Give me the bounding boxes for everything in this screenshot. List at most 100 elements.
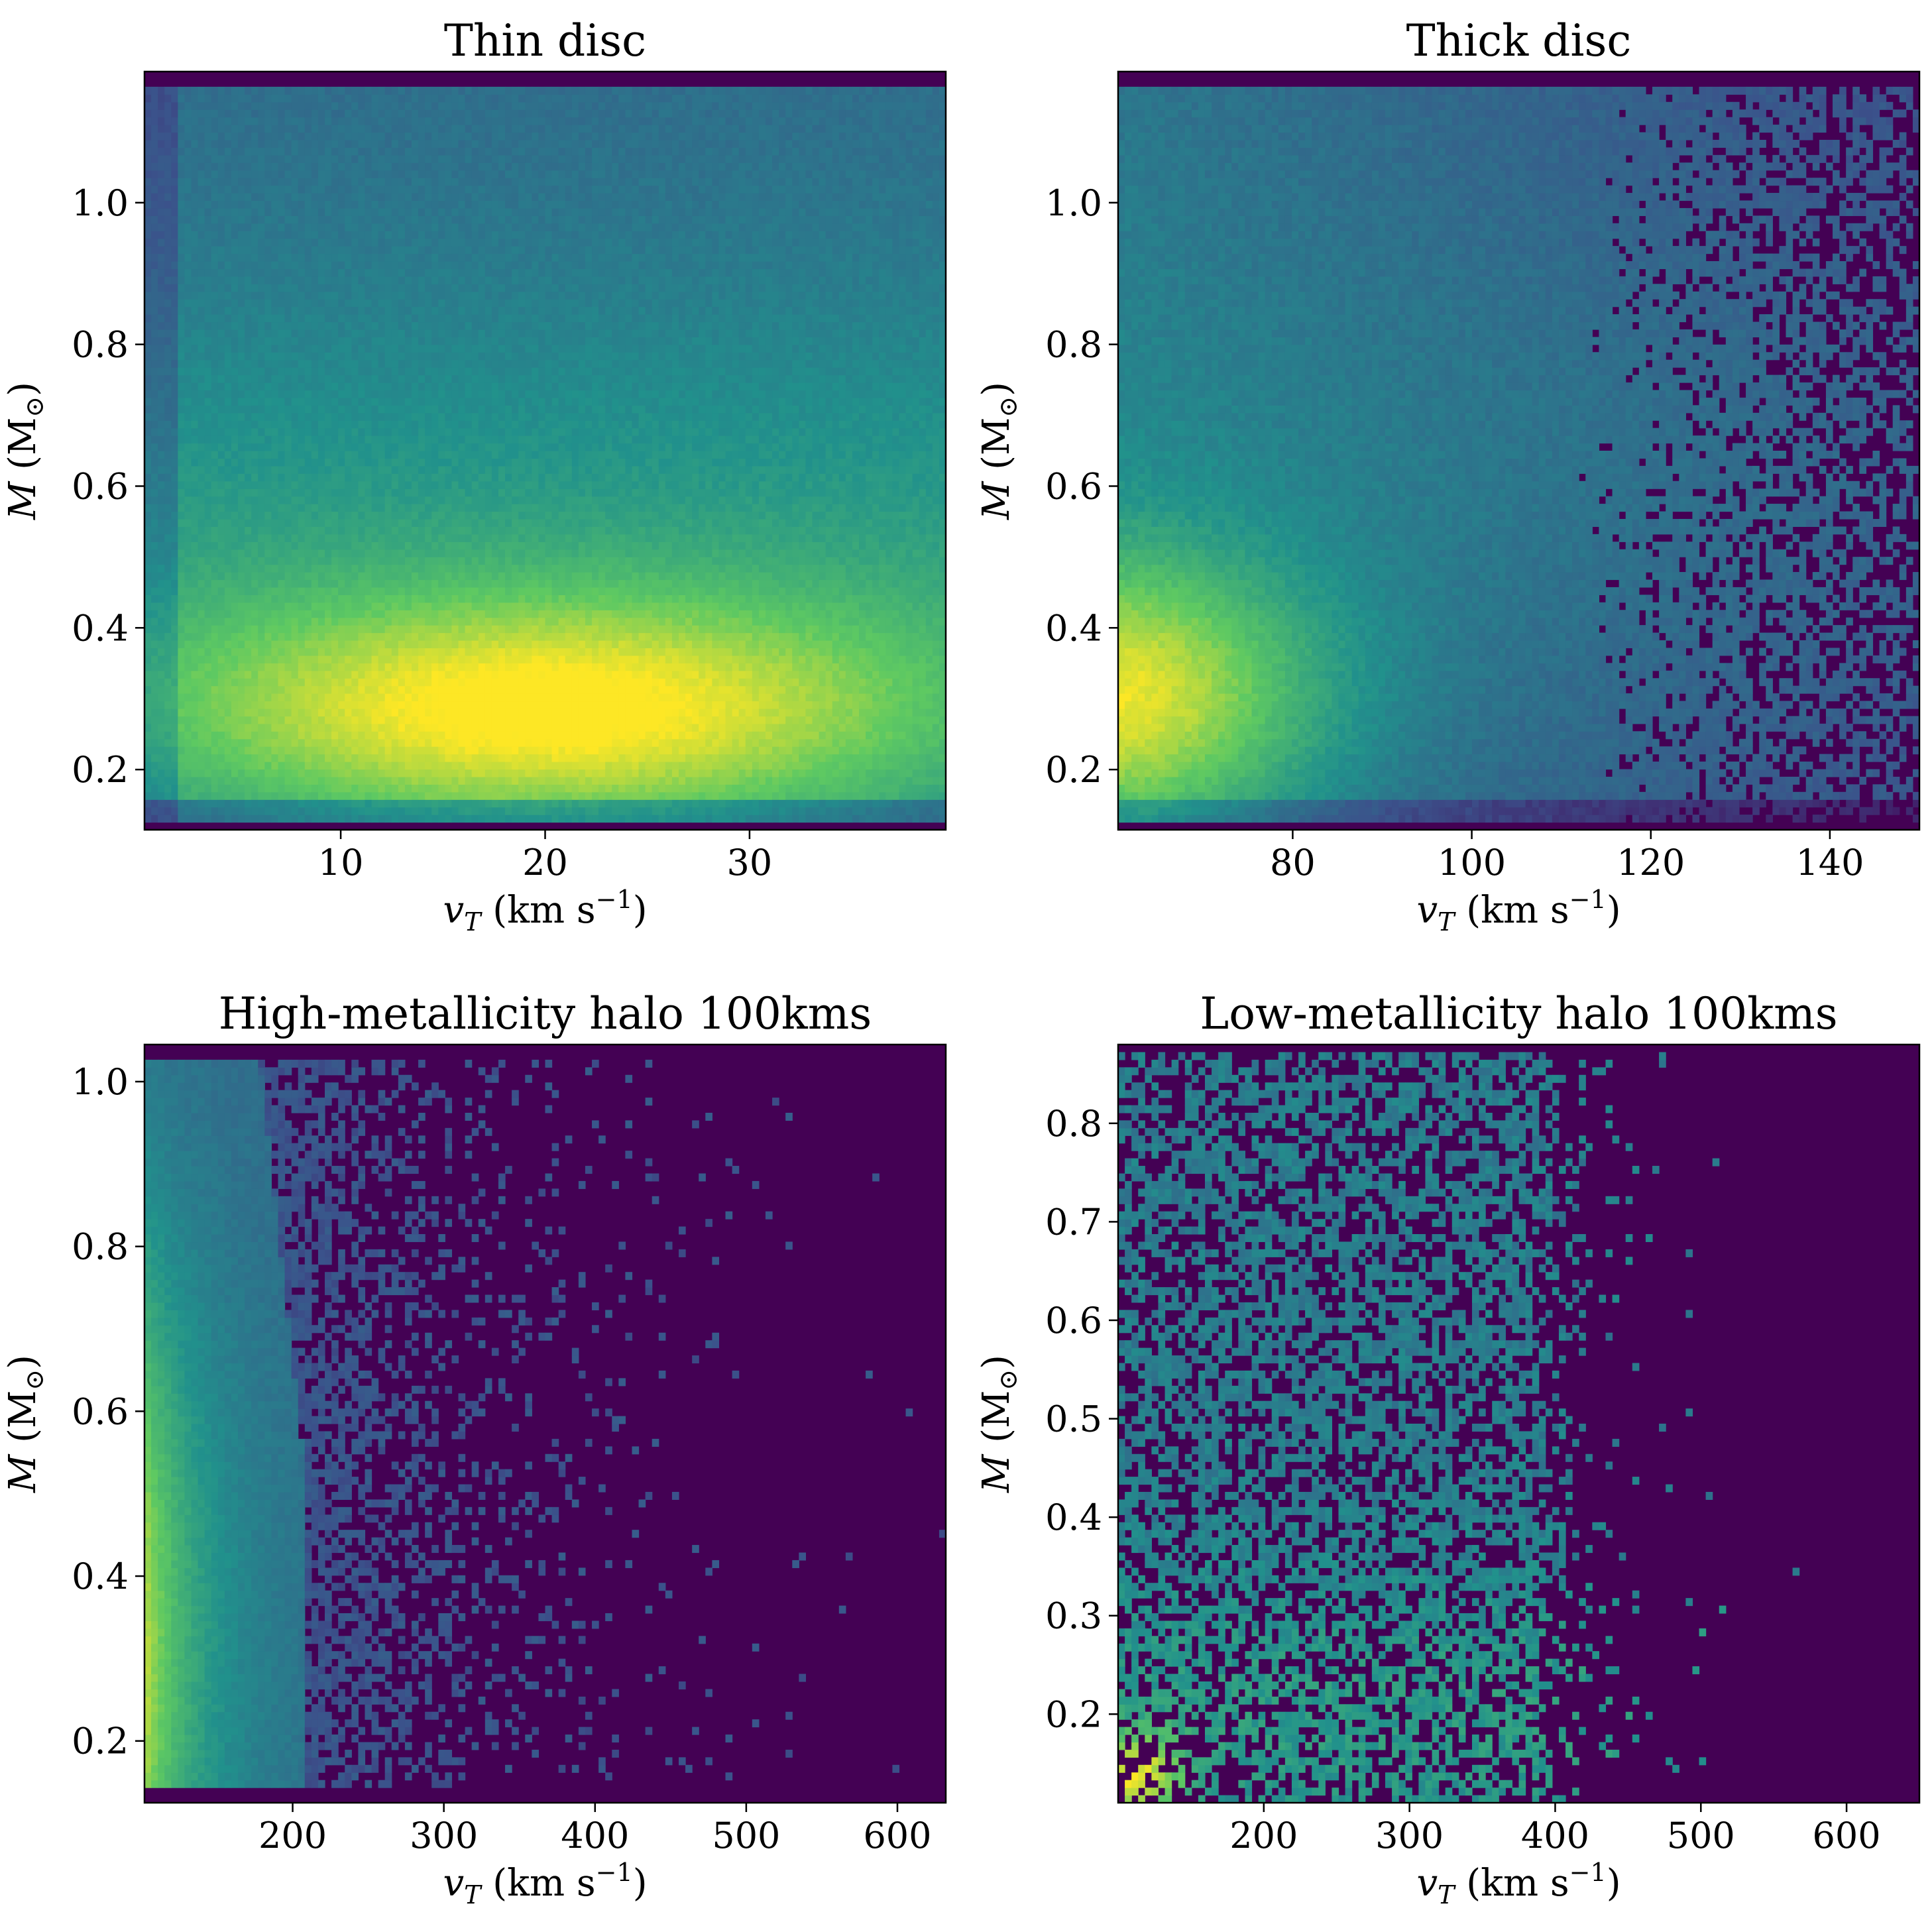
heatmap-cell — [465, 367, 473, 375]
heatmap-cell — [485, 678, 492, 686]
heatmap-cell — [485, 701, 492, 709]
heatmap-cell — [365, 709, 372, 716]
heatmap-cell — [245, 754, 252, 762]
heatmap-cell — [479, 565, 486, 573]
heatmap-cell — [205, 633, 212, 641]
heatmap-cell — [184, 709, 192, 716]
heatmap-cell — [285, 268, 292, 276]
heatmap-cell — [312, 678, 319, 686]
heatmap-cell — [292, 193, 299, 201]
heatmap-cell — [459, 792, 466, 800]
heatmap-cell — [258, 215, 265, 223]
heatmap-cell — [144, 579, 152, 587]
heatmap-cell — [158, 815, 165, 823]
heatmap-cell — [178, 693, 185, 701]
heatmap-cell — [192, 193, 199, 201]
heatmap-cell — [425, 481, 432, 489]
heatmap-cell — [425, 208, 432, 216]
heatmap-cell — [372, 367, 379, 375]
heatmap-cell — [351, 94, 359, 102]
heatmap-cell — [431, 595, 439, 602]
heatmap-cell — [171, 428, 178, 436]
heatmap-cell — [318, 610, 325, 618]
heatmap-cell — [271, 299, 278, 307]
heatmap-cell — [211, 405, 219, 413]
heatmap-cell — [264, 541, 272, 549]
heatmap-cell — [144, 633, 152, 641]
heatmap-cell — [264, 451, 272, 459]
heatmap-cell — [325, 693, 332, 701]
heatmap-cell — [331, 466, 339, 474]
heatmap-cell — [385, 602, 392, 610]
heatmap-cell — [338, 579, 345, 587]
heatmap-cell — [438, 94, 445, 102]
heatmap-cell — [385, 322, 392, 330]
heatmap-cell — [171, 102, 178, 110]
heatmap-cell — [485, 451, 492, 459]
heatmap-cell — [158, 799, 165, 807]
heatmap-cell — [164, 579, 172, 587]
heatmap-cell — [298, 807, 306, 815]
heatmap-cell — [305, 246, 312, 254]
heatmap-cell — [405, 746, 412, 754]
heatmap-cell — [485, 731, 492, 739]
heatmap-cell — [298, 549, 306, 557]
heatmap-cell — [351, 807, 359, 815]
heatmap-cell — [292, 133, 299, 141]
heatmap-cell — [305, 125, 312, 133]
heatmap-cell — [171, 686, 178, 694]
heatmap-cell — [211, 352, 219, 360]
heatmap-cell — [245, 147, 252, 155]
heatmap-cell — [312, 435, 319, 443]
heatmap-cell — [158, 466, 165, 474]
heatmap-cell — [325, 443, 332, 451]
heatmap-cell — [405, 307, 412, 315]
heatmap-cell — [431, 731, 439, 739]
heatmap-cell — [305, 87, 312, 95]
heatmap-cell — [158, 709, 165, 716]
heatmap-cell — [285, 526, 292, 534]
heatmap-cell — [425, 94, 432, 102]
heatmap-cell — [292, 625, 299, 633]
heatmap-cell — [438, 162, 445, 170]
heatmap-cell — [238, 633, 245, 641]
heatmap-cell — [445, 299, 452, 307]
heatmap-cell — [325, 125, 332, 133]
heatmap-cell — [312, 557, 319, 565]
heatmap-cell — [292, 541, 299, 549]
heatmap-cell — [158, 435, 165, 443]
heatmap-cell — [472, 572, 479, 580]
heatmap-cell — [264, 579, 272, 587]
heatmap-cell — [225, 731, 232, 739]
heatmap-cell — [318, 102, 325, 110]
heatmap-cell — [325, 284, 332, 292]
heatmap-cell — [331, 519, 339, 527]
heatmap-cell — [459, 671, 466, 679]
heatmap-cell — [192, 162, 199, 170]
heatmap-cell — [271, 329, 278, 337]
heatmap-cell — [325, 147, 332, 155]
heatmap-cell — [298, 519, 306, 527]
heatmap-cell — [158, 724, 165, 732]
heatmap-cell — [338, 215, 345, 223]
heatmap-cell — [331, 473, 339, 481]
heatmap-cell — [392, 428, 399, 436]
heatmap-cell — [205, 147, 212, 155]
heatmap-cell — [198, 792, 205, 800]
heatmap-cell — [445, 602, 452, 610]
heatmap-cell — [171, 565, 178, 573]
heatmap-cell — [438, 602, 445, 610]
heatmap-cell — [171, 155, 178, 163]
heatmap-cell — [271, 87, 278, 95]
heatmap-cell — [192, 443, 199, 451]
heatmap-cell — [365, 239, 372, 247]
heatmap-cell — [358, 618, 365, 626]
heatmap-cell — [178, 367, 185, 375]
heatmap-cell — [465, 254, 473, 262]
heatmap-cell — [198, 587, 205, 595]
heatmap-cell — [251, 792, 258, 800]
heatmap-cell — [198, 261, 205, 269]
heatmap-cell — [479, 413, 486, 421]
heatmap-cell — [325, 178, 332, 186]
heatmap-cell — [412, 375, 419, 383]
